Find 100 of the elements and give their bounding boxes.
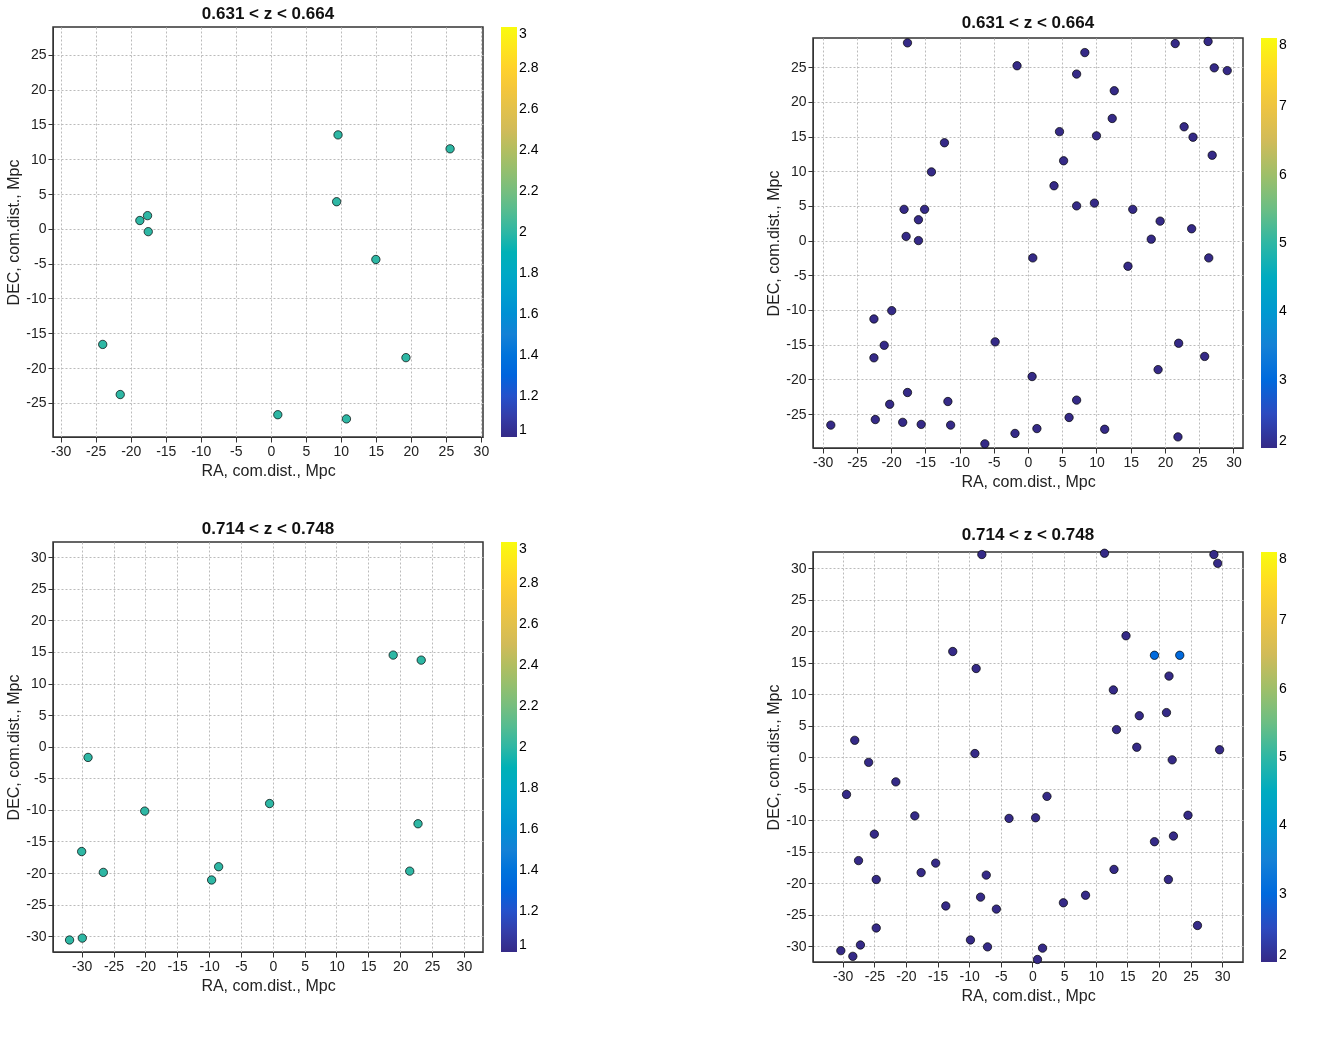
y-tick-label: 25 <box>790 591 807 608</box>
x-tick-label: -5 <box>235 957 248 974</box>
color-bar-label: 2.8 <box>519 574 539 590</box>
point <box>1123 261 1133 271</box>
y-tick-label: 10 <box>30 150 47 167</box>
x-tick-label: -15 <box>156 442 177 459</box>
x-tick-label: 10 <box>333 442 350 459</box>
y-axis-title: DEC, com.dist., Mpc <box>5 674 23 821</box>
x-tick-label: 30 <box>1214 967 1231 984</box>
point <box>1170 39 1180 49</box>
point <box>869 314 879 324</box>
y-tick-label: 5 <box>38 706 47 723</box>
point <box>1049 181 1059 191</box>
point <box>871 874 881 885</box>
point <box>970 749 980 759</box>
point <box>1203 36 1213 46</box>
point <box>1004 813 1014 823</box>
y-tick-label: 5 <box>38 185 47 202</box>
point <box>977 549 987 560</box>
x-tick-label: 0 <box>1024 453 1033 470</box>
point <box>1155 216 1165 226</box>
point <box>1161 708 1172 718</box>
point <box>1100 424 1110 434</box>
point <box>1031 813 1041 823</box>
point <box>946 420 956 430</box>
color-bar-label: 6 <box>1279 165 1287 182</box>
point <box>855 940 865 950</box>
y-tick-label: 20 <box>30 611 47 628</box>
point <box>869 829 879 839</box>
y-tick-label: 20 <box>790 622 807 639</box>
x-tick-label: 20 <box>403 442 420 459</box>
color-bar-label: 7 <box>1279 611 1287 628</box>
point <box>948 646 958 657</box>
x-axis-title: RA, com.dist., Mpc <box>961 472 1096 490</box>
y-tick-label: 5 <box>798 717 807 734</box>
y-axis-title: DEC, com.dist., Mpc <box>765 684 783 831</box>
x-tick-label: 5 <box>302 442 311 459</box>
x-tick-label: 10 <box>329 957 345 974</box>
point <box>388 650 398 660</box>
y-tick-label: -10 <box>26 289 47 306</box>
point <box>115 390 125 400</box>
x-tick-label: 15 <box>361 957 377 974</box>
y-tick-label: 30 <box>790 559 807 576</box>
point <box>1149 650 1159 660</box>
point <box>864 757 874 767</box>
point <box>265 799 275 809</box>
point <box>332 197 342 207</box>
point <box>854 856 864 866</box>
point <box>1163 874 1173 885</box>
x-tick-label: 25 <box>1191 453 1208 470</box>
x-tick-label: 15 <box>1123 453 1140 470</box>
point <box>1149 837 1159 847</box>
y-tick-label: -25 <box>786 405 807 422</box>
y-tick-label: 10 <box>790 162 807 179</box>
point <box>891 777 901 787</box>
color-bar-label: 3 <box>1279 884 1287 901</box>
point <box>1072 201 1082 211</box>
color-bar-label: 2.6 <box>519 100 539 116</box>
color-bar-label: 2 <box>1279 946 1287 962</box>
point <box>916 868 926 878</box>
x-tick-label: -30 <box>72 957 93 974</box>
point <box>1072 395 1082 405</box>
point <box>1108 685 1118 695</box>
y-tick-label: -15 <box>26 832 47 849</box>
y-tick-label: 15 <box>790 654 807 671</box>
y-tick-label: -25 <box>26 896 47 913</box>
color-bar-label: 5 <box>1279 234 1287 250</box>
chart-title: 0.714 < z < 0.748 <box>961 524 1095 544</box>
point <box>1204 253 1214 263</box>
y-tick-label: 15 <box>790 128 807 145</box>
y-tick-label: -5 <box>34 769 47 786</box>
color-bar-label: 1.6 <box>519 305 539 321</box>
point <box>870 415 880 425</box>
point <box>1173 432 1183 442</box>
point <box>1112 725 1122 735</box>
x-tick-label: 0 <box>269 957 278 974</box>
point <box>981 870 991 880</box>
y-tick-label: 15 <box>30 115 47 132</box>
point <box>850 735 860 745</box>
point <box>1038 943 1048 953</box>
y-tick-label: -15 <box>786 843 807 860</box>
x-tick-label: 20 <box>1151 967 1168 984</box>
point <box>143 211 153 221</box>
point <box>1064 412 1074 422</box>
x-tick-label: 10 <box>1088 967 1105 984</box>
point <box>1012 61 1022 71</box>
x-tick-label: 20 <box>392 957 409 974</box>
x-tick-label: 5 <box>301 957 310 974</box>
point <box>920 204 930 214</box>
point <box>836 946 846 956</box>
y-tick-label: -25 <box>786 906 807 923</box>
point <box>77 847 87 857</box>
chart-title: 0.631 < z < 0.664 <box>201 4 335 23</box>
point <box>871 923 881 933</box>
y-tick-label: 10 <box>30 675 47 692</box>
point <box>899 204 909 214</box>
y-tick-label: 0 <box>38 738 47 755</box>
point <box>1080 48 1090 58</box>
y-axis-title: DEC, com.dist., Mpc <box>765 170 783 317</box>
color-bar-label: 1.4 <box>519 861 539 877</box>
